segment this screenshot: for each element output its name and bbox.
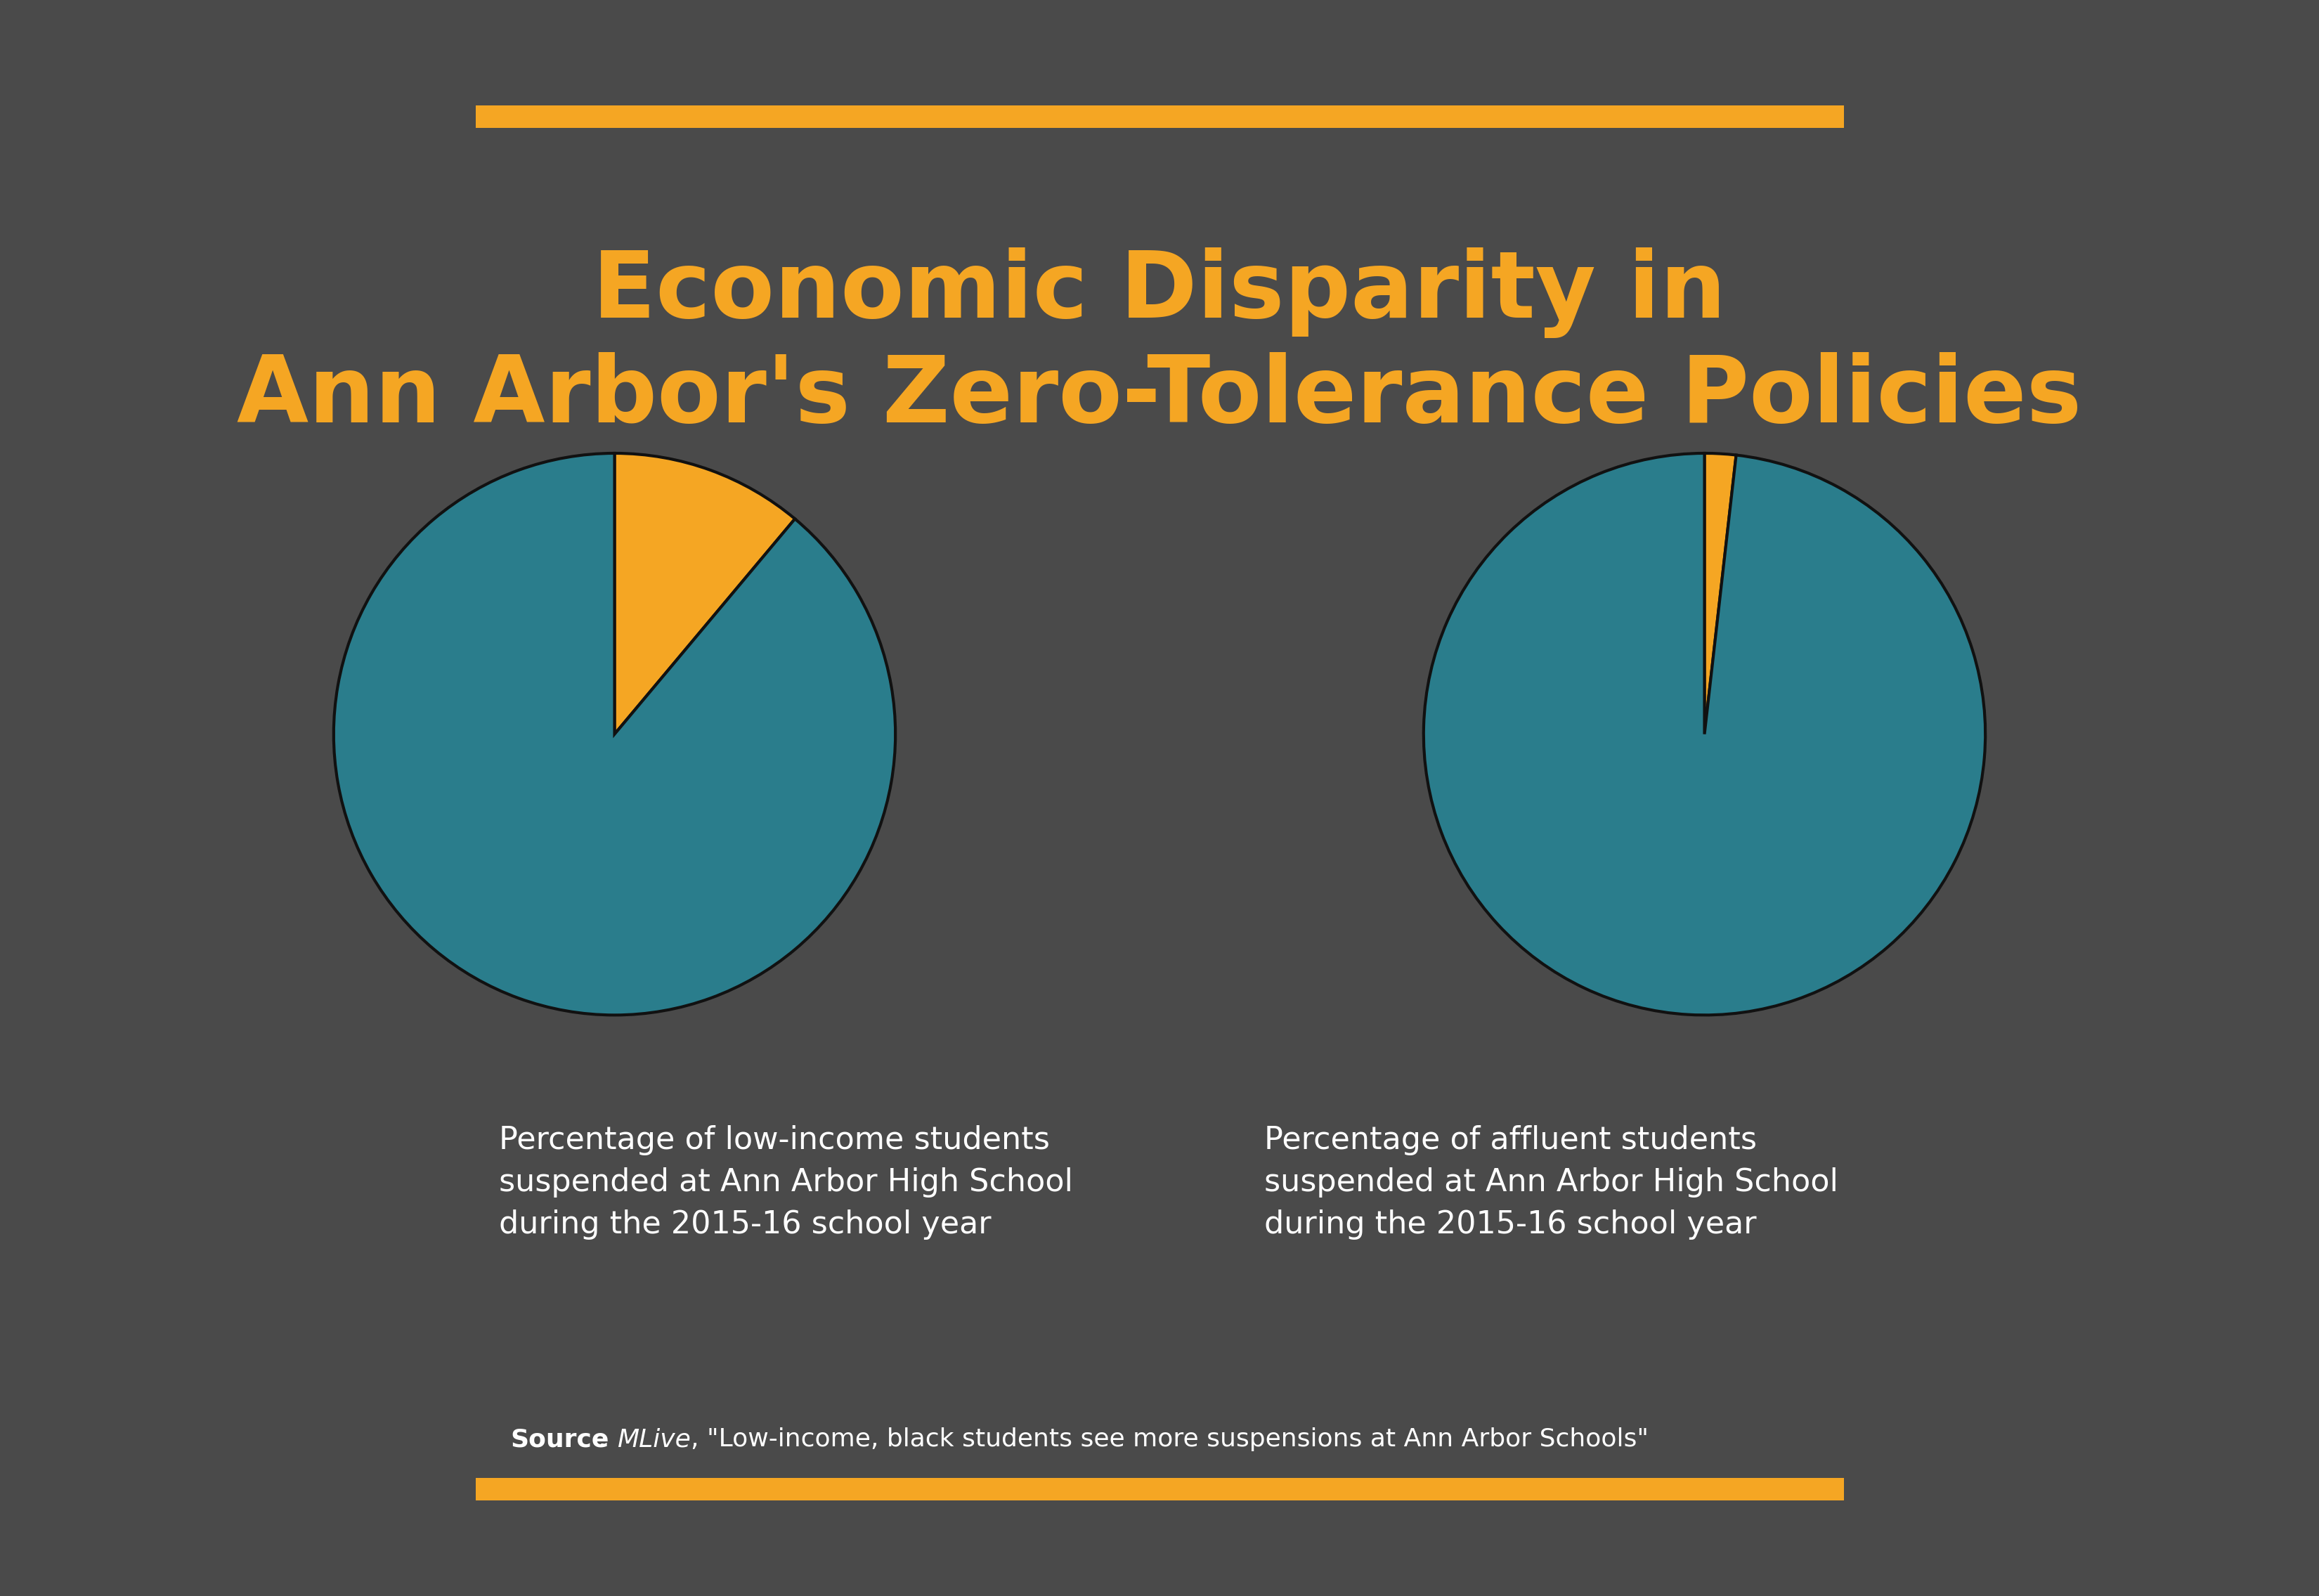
Bar xyxy=(475,105,1844,128)
Text: :: : xyxy=(598,1428,615,1451)
Wedge shape xyxy=(1424,453,1985,1015)
Text: 11.1%: 11.1% xyxy=(378,683,573,737)
Bar xyxy=(475,1478,1844,1500)
Text: Percentage of affluent students
suspended at Ann Arbor High School
during the 20: Percentage of affluent students suspende… xyxy=(1264,1125,1839,1240)
Text: Source: Source xyxy=(510,1428,610,1451)
Wedge shape xyxy=(615,453,795,734)
Text: MLive: MLive xyxy=(617,1428,691,1451)
Wedge shape xyxy=(334,453,895,1015)
Text: , "Low-income, black students see more suspensions at Ann Arbor Schools": , "Low-income, black students see more s… xyxy=(691,1428,1649,1451)
Text: Economic Disparity in
Ann Arbor's Zero-Tolerance Policies: Economic Disparity in Ann Arbor's Zero-T… xyxy=(237,247,2082,442)
Wedge shape xyxy=(1704,453,1737,734)
Text: Percentage of low-income students
suspended at Ann Arbor High School
during the : Percentage of low-income students suspen… xyxy=(499,1125,1074,1240)
Text: 1.8%: 1.8% xyxy=(1463,683,1621,737)
